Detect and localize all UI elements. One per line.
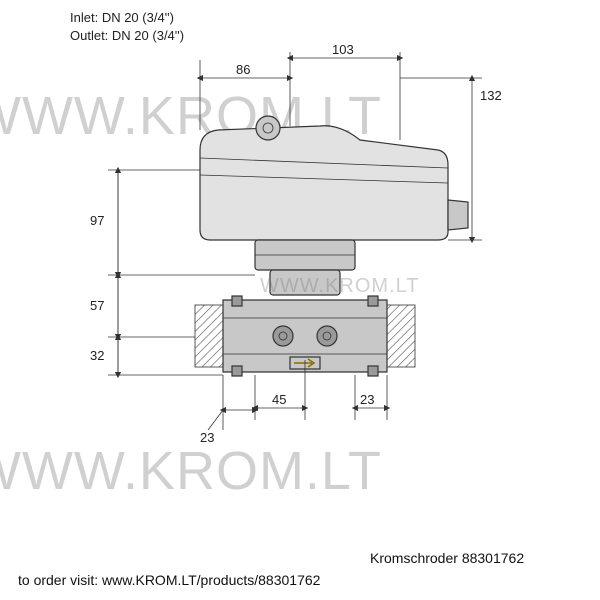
dim-132: 132: [480, 88, 502, 103]
dim-23r: 23: [360, 392, 374, 407]
dim-45: 45: [272, 392, 286, 407]
dim-97: 97: [90, 213, 104, 228]
mid-column: [255, 240, 355, 295]
brand-code: 88301762: [462, 550, 524, 566]
dim-57: 57: [90, 298, 104, 313]
dim-86: 86: [236, 62, 250, 77]
diagram-root: Inlet: DN 20 (3/4'') Outlet: DN 20 (3/4'…: [0, 0, 600, 600]
dim-32: 32: [90, 348, 104, 363]
dim-103: 103: [332, 42, 354, 57]
order-url: www.KROM.LT/products/88301762: [102, 572, 320, 588]
footer-order: to order visit: www.KROM.LT/products/883…: [18, 572, 320, 588]
order-prefix: to order visit:: [18, 572, 98, 588]
dim-23l: 23: [200, 430, 214, 445]
footer-brand: Kromschroder 88301762: [370, 550, 524, 566]
actuator-housing: [200, 116, 468, 240]
technical-drawing: 97 57 32 86 103 132 45: [0, 0, 600, 600]
brand-name: Kromschroder: [370, 550, 458, 566]
